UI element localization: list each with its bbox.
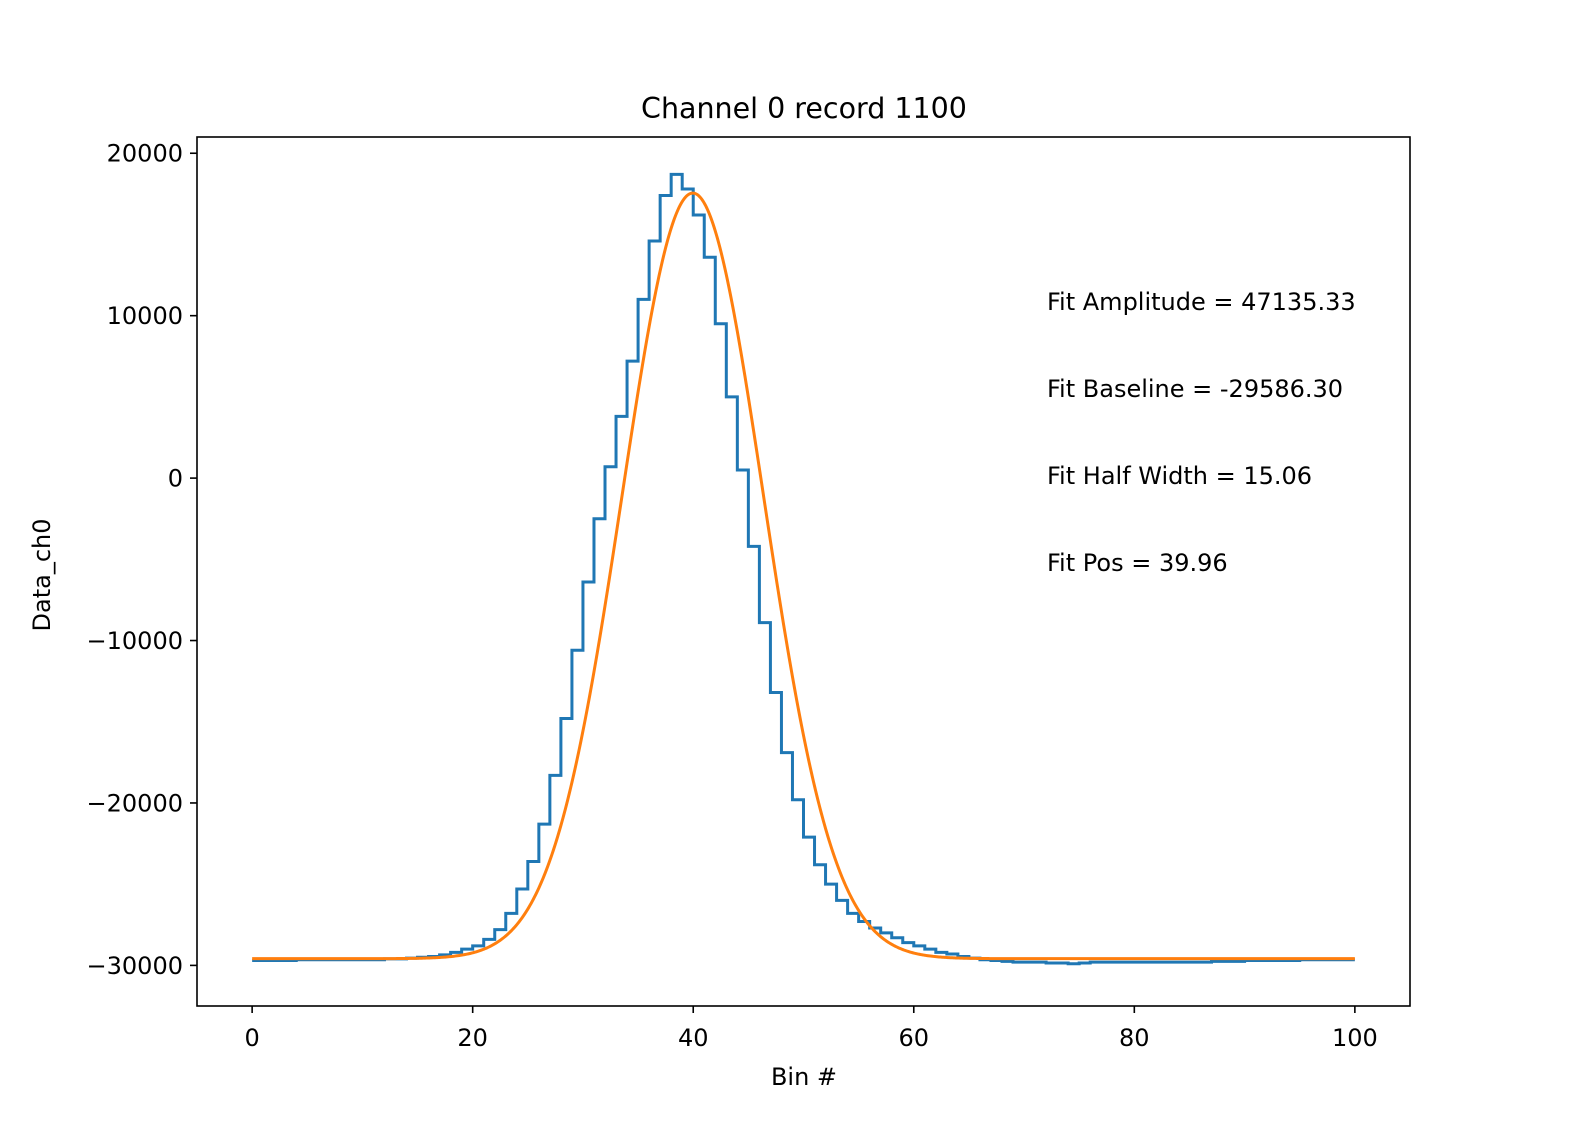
data-step-series bbox=[252, 172, 1355, 966]
y-tick-label: −20000 bbox=[87, 789, 183, 817]
plot-series bbox=[252, 172, 1355, 966]
annotation-fit-pos: Fit Pos = 39.96 bbox=[1047, 549, 1228, 577]
y-ticks: 20000 10000 0 −10000 −20000 −30000 bbox=[87, 140, 197, 980]
chart-title: Channel 0 record 1100 bbox=[641, 92, 967, 125]
y-tick-label: −10000 bbox=[87, 627, 183, 655]
y-axis-label: Data_ch0 bbox=[28, 519, 56, 632]
plot-frame bbox=[196, 136, 1411, 1007]
y-tick-label: 20000 bbox=[107, 140, 183, 168]
x-tick-label: 100 bbox=[1332, 1024, 1378, 1052]
x-ticks: 0 20 40 60 80 100 bbox=[244, 1006, 1378, 1052]
y-tick-label: −30000 bbox=[87, 952, 183, 980]
y-tick-label: 0 bbox=[168, 465, 183, 493]
x-tick-label: 80 bbox=[1119, 1024, 1150, 1052]
annotation-fit-baseline: Fit Baseline = -29586.30 bbox=[1047, 375, 1343, 403]
x-tick-label: 60 bbox=[898, 1024, 929, 1052]
x-tick-label: 40 bbox=[678, 1024, 709, 1052]
annotation-fit-half-width: Fit Half Width = 15.06 bbox=[1047, 462, 1312, 490]
x-axis-label: Bin # bbox=[771, 1063, 837, 1091]
y-tick-label: 10000 bbox=[107, 302, 183, 330]
x-tick-label: 0 bbox=[244, 1024, 259, 1052]
fit-curve-series bbox=[252, 191, 1355, 961]
annotation-fit-amplitude: Fit Amplitude = 47135.33 bbox=[1047, 288, 1356, 316]
x-tick-label: 20 bbox=[457, 1024, 488, 1052]
